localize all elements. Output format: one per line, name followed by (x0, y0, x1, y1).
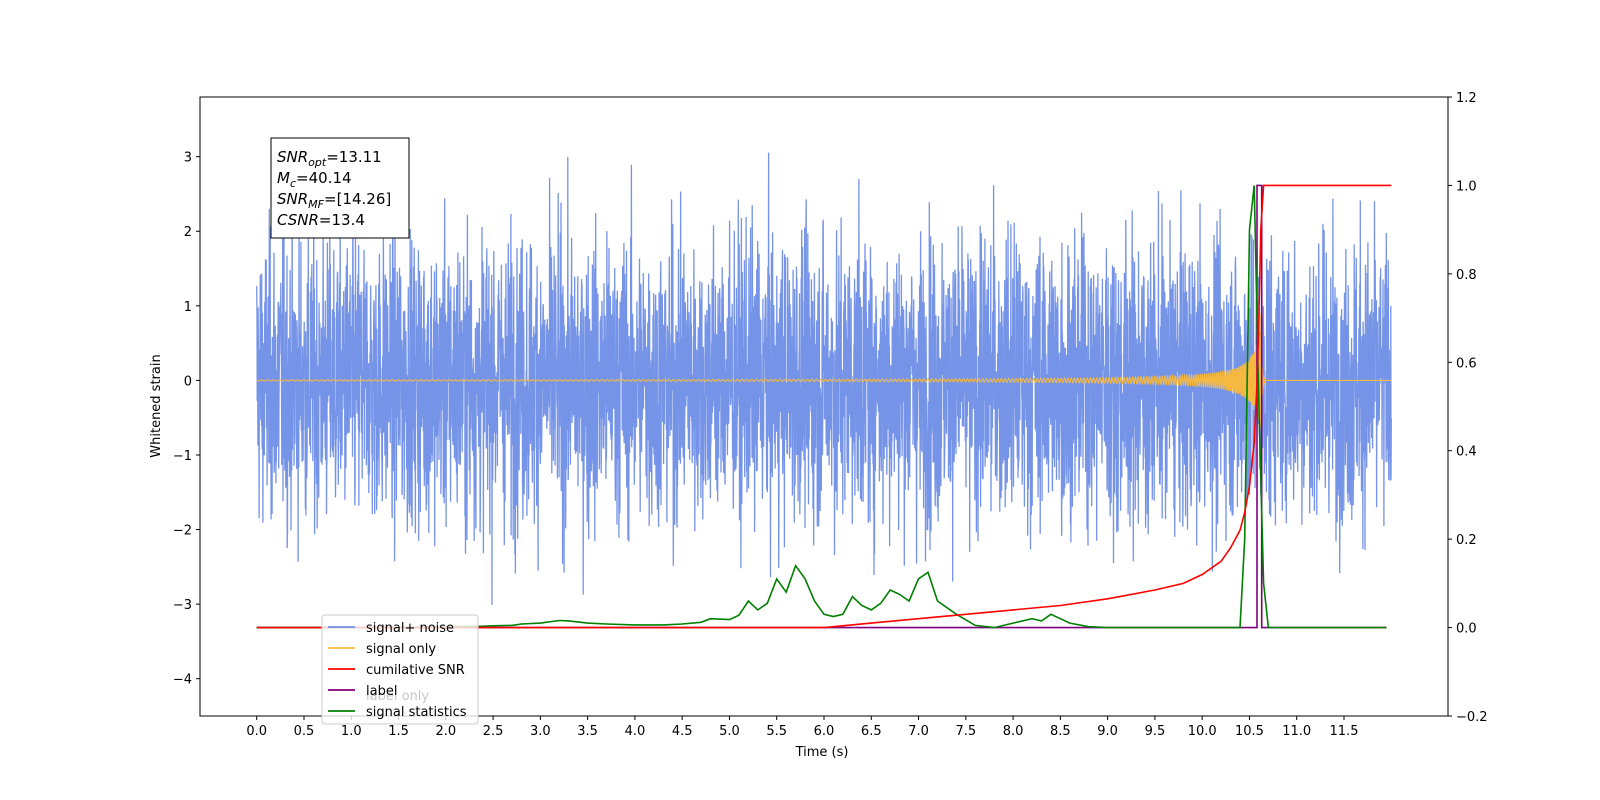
x-tick-label: 10.0 (1188, 724, 1217, 739)
annotation-line: Mc=40.14 (277, 169, 352, 190)
y-tick-label: −1 (173, 449, 192, 464)
y-axis-label: Whitened strain (149, 354, 164, 457)
series-signal-only (256, 313, 1392, 434)
y2-tick-label: 0.2 (1456, 533, 1477, 548)
annotation-line: SNRMF=[14.26] (277, 190, 391, 211)
y2-tick-label: 0.0 (1456, 622, 1477, 637)
legend-hidden-label: label only (366, 689, 429, 704)
x-tick-label: 0.0 (246, 724, 267, 739)
x-tick-label: 8.0 (1003, 724, 1024, 739)
x-tick-label: 10.5 (1235, 724, 1264, 739)
y2-tick-label: 0.4 (1456, 445, 1477, 460)
x-axis-label: Time (s) (795, 745, 849, 760)
x-tick-label: 4.5 (672, 724, 693, 739)
legend-signal-noise: signal+ noise (366, 621, 454, 636)
annotation-line: SNRopt=13.11 (277, 148, 382, 169)
y-tick-label: 2 (184, 225, 192, 240)
series-layer (256, 152, 1392, 629)
x-tick-label: 7.5 (955, 724, 976, 739)
x-tick-label: 4.0 (625, 724, 646, 739)
y-tick-label: 0 (184, 374, 192, 389)
x-tick-label: 3.0 (530, 724, 551, 739)
annotation-line: CSNR=13.4 (277, 211, 365, 229)
y2-tick-label: 0.8 (1456, 268, 1477, 283)
legend-signal-statistics: signal statistics (366, 705, 467, 720)
y-tick-label: 1 (184, 300, 192, 315)
x-tick-label: 7.0 (908, 724, 929, 739)
x-tick-label: 2.0 (435, 724, 456, 739)
x-axis: 0.0 0.5 1.0 1.5 2.0 2.5 3.0 3.5 4.0 4.5 5.0 5.5 6.0 6… (246, 716, 1358, 739)
x-tick-label: 0.5 (294, 724, 315, 739)
x-tick-label: 1.0 (341, 724, 362, 739)
y2-tick-label: −0.2 (1456, 710, 1488, 725)
x-tick-label: 11.5 (1330, 724, 1359, 739)
legend-label: label (366, 684, 397, 699)
y-tick-label: −3 (173, 598, 192, 613)
y2-tick-label: 1.0 (1456, 179, 1477, 194)
y-axis-left: −4 −3 −2 −1 0 1 2 3 (173, 151, 200, 688)
series-signal-statistics (256, 185, 1387, 629)
legend-signal-only: signal only (366, 642, 436, 657)
series-cumulative-snr (256, 184, 1392, 629)
x-tick-label: 8.5 (1050, 724, 1071, 739)
x-tick-label: 9.0 (1097, 724, 1118, 739)
x-tick-label: 3.5 (577, 724, 598, 739)
x-tick-label: 1.5 (388, 724, 409, 739)
x-tick-label: 2.5 (483, 724, 504, 739)
y-tick-label: 3 (184, 151, 192, 166)
legend: label only signal+ noise signal only cumila… (321, 614, 479, 725)
legend-cumulative-snr: cumilative SNR (366, 663, 465, 678)
annotation-box: SNRopt=13.11Mc=40.14SNRMF=[14.26]CSNR=13… (270, 137, 410, 239)
y2-tick-label: 0.6 (1456, 356, 1477, 371)
x-tick-label: 5.5 (766, 724, 787, 739)
y-axis-right: −0.2 0.0 0.2 0.4 0.6 0.8 1.0 1.2 (1448, 91, 1488, 725)
y2-tick-label: 1.2 (1456, 91, 1477, 106)
x-tick-label: 5.0 (719, 724, 740, 739)
y-tick-label: −4 (173, 673, 192, 688)
x-tick-label: 6.5 (861, 724, 882, 739)
x-tick-label: 6.0 (814, 724, 835, 739)
x-tick-label: 11.0 (1282, 724, 1311, 739)
x-tick-label: 9.5 (1145, 724, 1166, 739)
y-tick-label: −2 (173, 524, 192, 539)
